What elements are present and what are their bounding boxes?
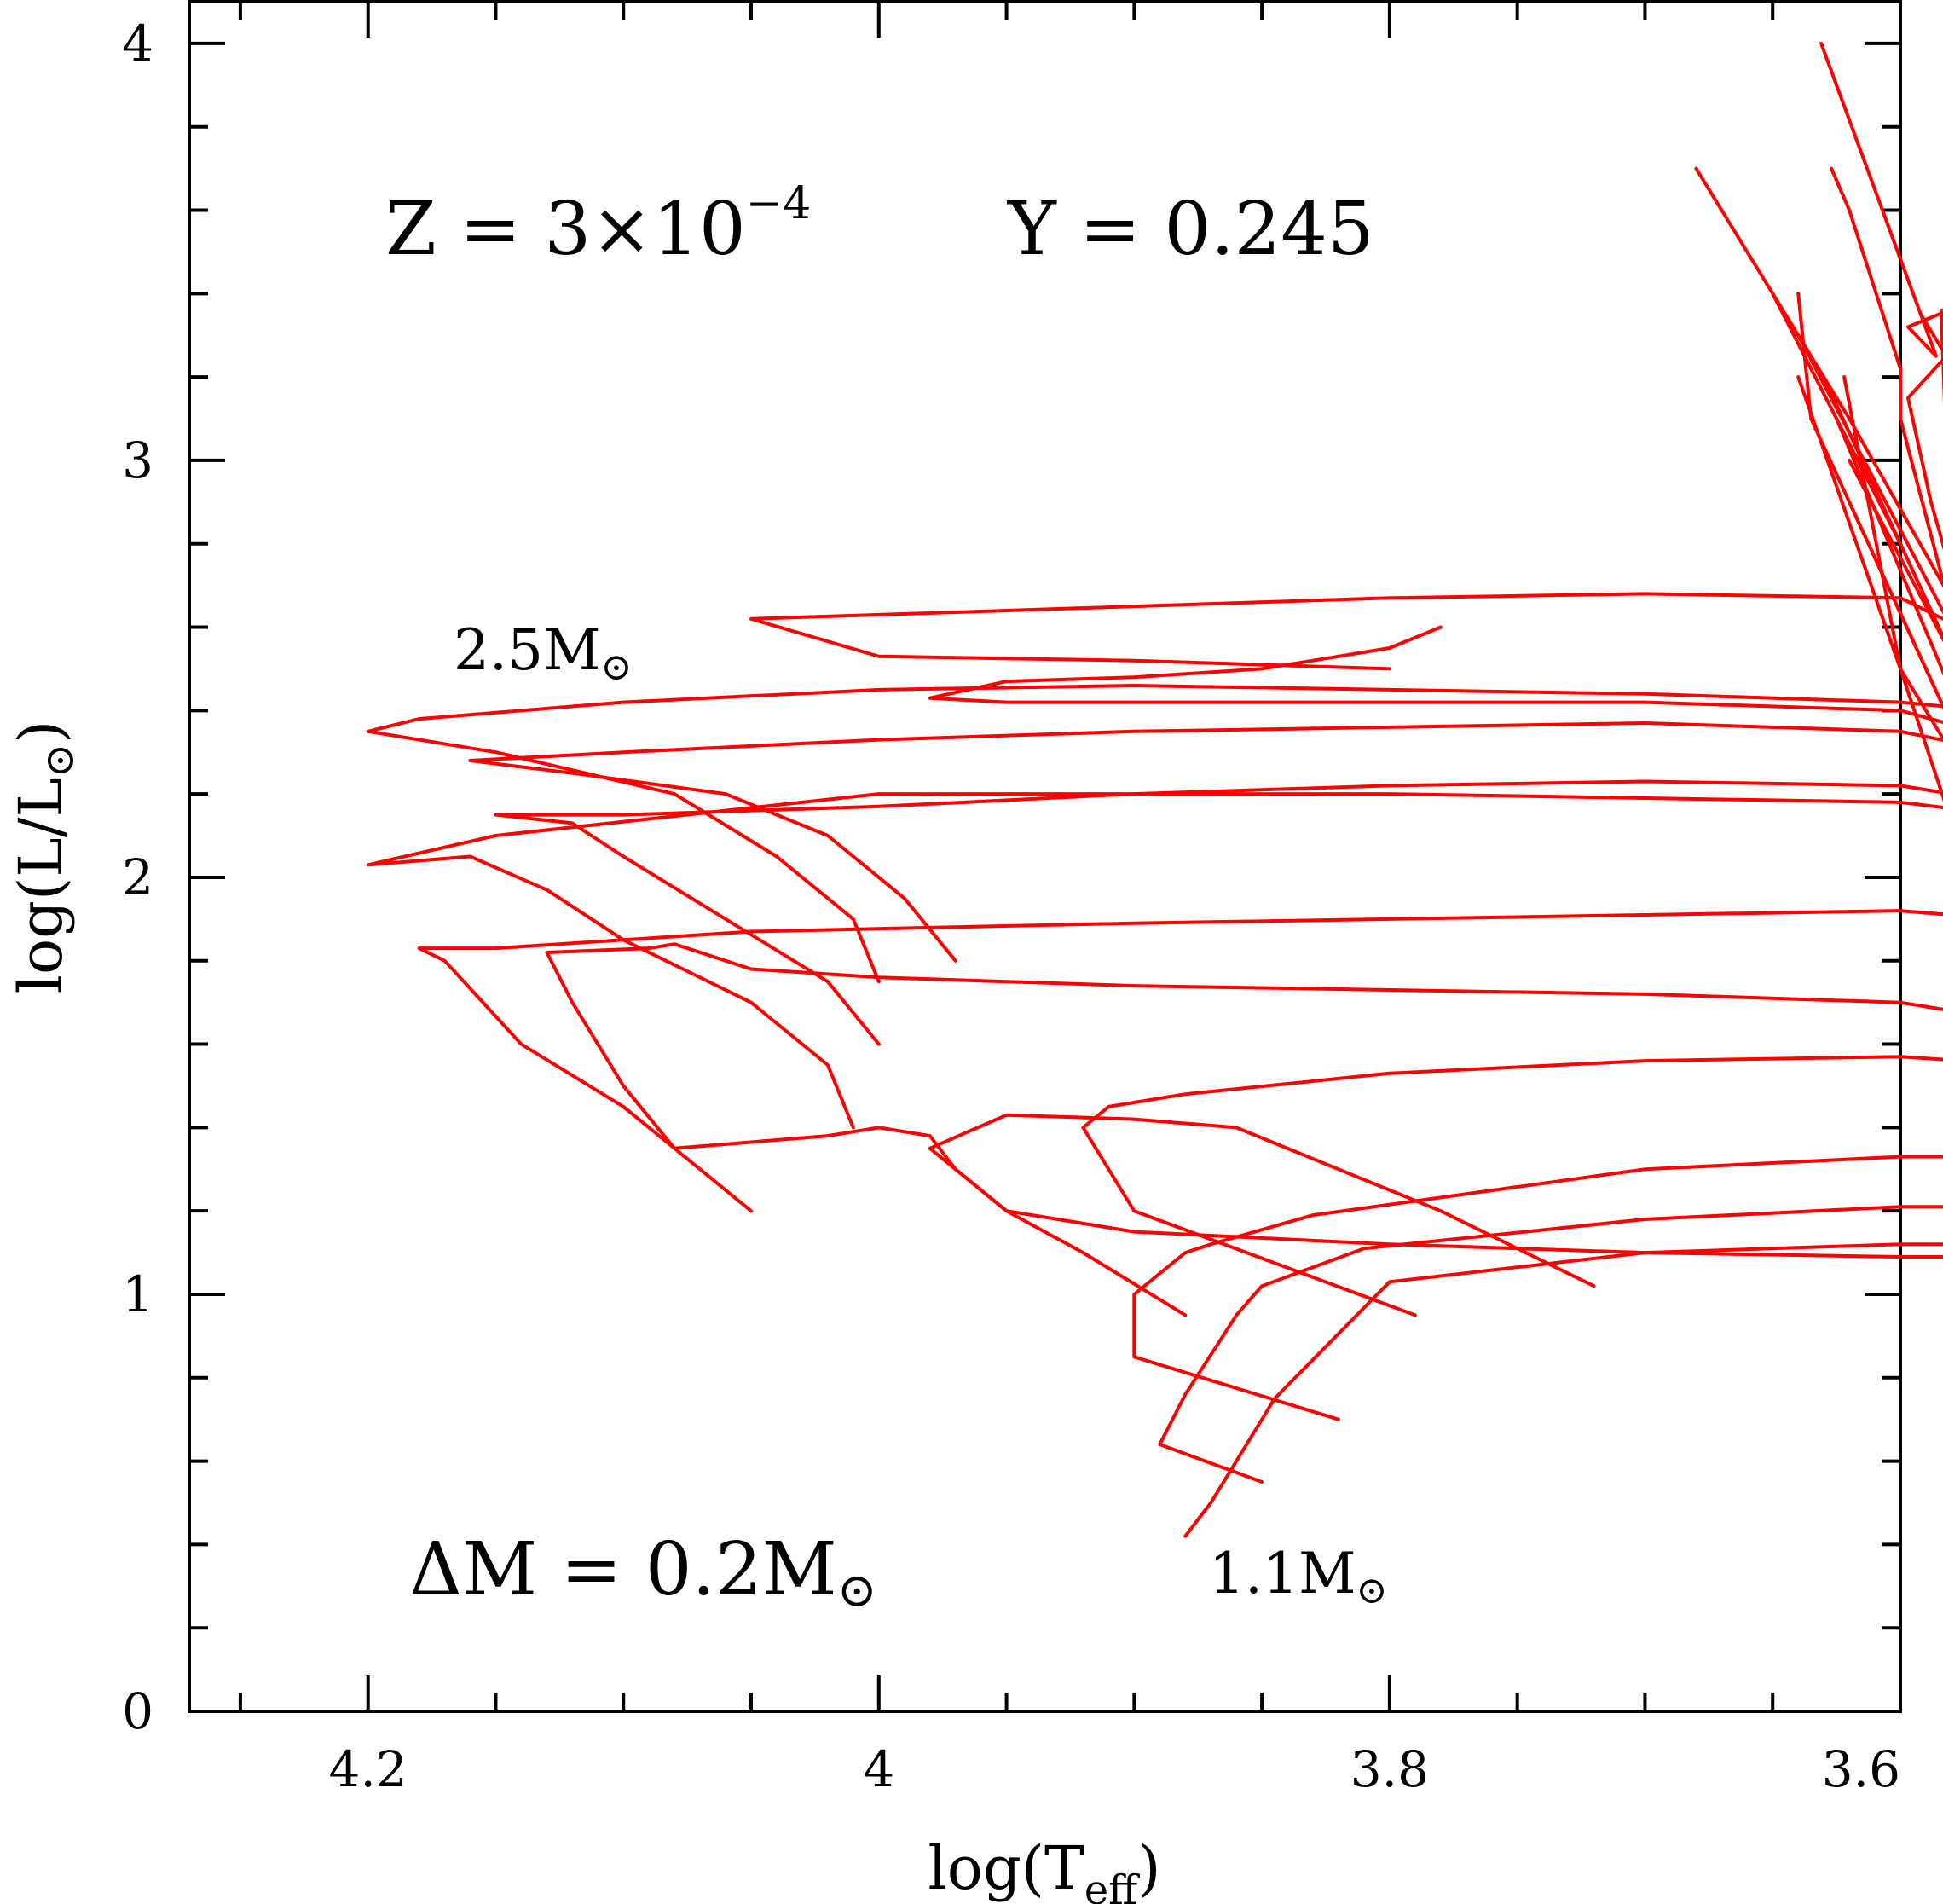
evolutionary-track-2 bbox=[1158, 312, 1943, 1484]
y-tick-label: 4 bbox=[122, 14, 153, 72]
evolutionary-tracks bbox=[366, 41, 1943, 1538]
x-tick-label: 3.8 bbox=[1350, 1740, 1429, 1798]
evolutionary-track-12 bbox=[928, 292, 1943, 724]
delta-m-label: ΔM = 0.2M⊙ bbox=[409, 1527, 877, 1618]
evolutionary-track-5 bbox=[928, 375, 1943, 1288]
y-tick-label: 1 bbox=[122, 1265, 153, 1323]
evolutionary-track-10 bbox=[468, 375, 1943, 963]
y-tick-label: 0 bbox=[122, 1682, 153, 1740]
x-axis-title: log(Teff) bbox=[928, 1833, 1160, 1904]
evolutionary-track-6 bbox=[545, 375, 1943, 1317]
top-mass-label: 2.5M⊙ bbox=[454, 617, 632, 689]
x-tick-label: 3.6 bbox=[1822, 1740, 1900, 1798]
plot-frame bbox=[188, 0, 1902, 1713]
composition-label: Z = 3×10−4 bbox=[385, 178, 811, 272]
x-tick-label: 4 bbox=[863, 1740, 894, 1798]
helium-label: Y = 0.245 bbox=[1007, 187, 1374, 272]
evolutionary-track-9 bbox=[494, 417, 1943, 1046]
axis-ticks bbox=[189, 2, 1902, 1713]
y-axis-title: log(L/L⊙) bbox=[6, 721, 84, 994]
evolutionary-track-13 bbox=[749, 166, 1943, 671]
bottom-mass-label: 1.1M⊙ bbox=[1209, 1541, 1387, 1612]
evolutionary-track-1 bbox=[1183, 41, 1943, 1538]
evolutionary-track-3 bbox=[1132, 166, 1943, 1421]
evolutionary-track-8 bbox=[366, 458, 1943, 1130]
y-tick-label: 3 bbox=[122, 431, 153, 489]
evolutionary-track-11 bbox=[366, 333, 1943, 984]
x-tick-label: 4.2 bbox=[329, 1740, 408, 1798]
tick-labels: 4.2 4 3.8 3.6 0 1 2 3 4 bbox=[122, 14, 1900, 1798]
evolutionary-track-7 bbox=[417, 500, 1943, 1213]
y-tick-label: 2 bbox=[122, 848, 153, 906]
